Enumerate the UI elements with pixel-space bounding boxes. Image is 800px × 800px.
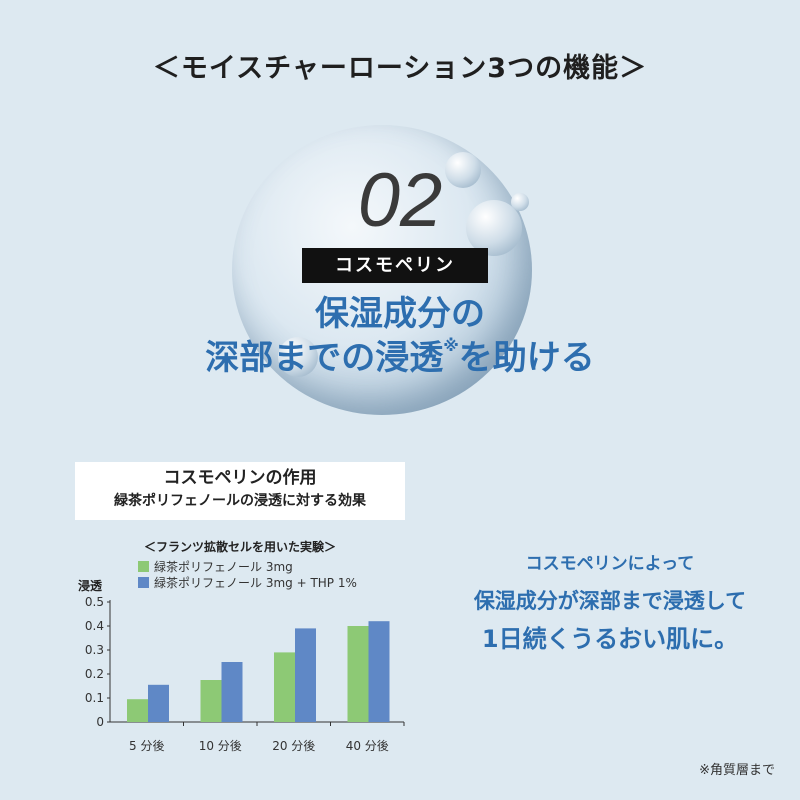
legend-swatch-green <box>138 561 149 572</box>
bar-green <box>127 699 148 722</box>
right-text-line2: 保湿成分が深部まで浸透して <box>473 589 747 613</box>
bar-blue <box>368 621 390 722</box>
legend-item: 緑茶ポリフェノール 3mg <box>138 560 293 574</box>
small-bubble <box>511 193 529 211</box>
y-tick-label: 0.3 <box>85 643 104 657</box>
info-box: コスモペリンの作用 緑茶ポリフェノールの浸透に対する効果 <box>75 462 405 520</box>
small-bubble <box>445 152 481 188</box>
bar-blue <box>148 684 169 722</box>
legend-item: 緑茶ポリフェノール 3mg + THP 1% <box>138 576 357 590</box>
y-axis-label: 浸透 <box>78 579 103 593</box>
bar-green <box>274 652 295 722</box>
y-tick-label: 0.2 <box>85 667 104 681</box>
small-bubble <box>466 200 522 256</box>
y-tick-label: 0.4 <box>85 619 104 633</box>
legend-swatch-blue <box>138 577 149 588</box>
bar-green <box>200 680 222 722</box>
footnote: ※角質層まで <box>699 763 775 778</box>
right-text-line1: コスモペリンによって <box>525 554 695 574</box>
x-tick-label: 40 分後 <box>346 739 389 753</box>
footnote-mark: ※ <box>443 336 459 355</box>
x-tick-label: 10 分後 <box>199 739 242 753</box>
x-tick-label: 5 分後 <box>129 739 164 753</box>
right-text-line3: 1日続くうるおい肌に。 <box>481 625 739 653</box>
bar-green <box>347 626 369 722</box>
y-tick-label: 0.1 <box>85 691 104 705</box>
bar-blue <box>221 662 243 722</box>
headline-line2: 深部までの浸透※を助ける <box>0 336 800 379</box>
y-tick-label: 0 <box>96 715 104 729</box>
x-tick-label: 20 分後 <box>272 739 315 753</box>
legend-label: 緑茶ポリフェノール 3mg + THP 1% <box>154 576 357 590</box>
bar-chart: 0 0.1 0.2 0.3 0.4 0.5 5 分後 10 分後 20 分後 40 分後 <box>85 595 405 753</box>
headline-line1: 保湿成分の <box>315 294 485 334</box>
headline-text-end: を助ける <box>458 338 595 378</box>
bar-blue <box>295 628 316 722</box>
chart-title: ＜フランツ拡散セルを用いた実験＞ <box>143 540 336 554</box>
headline-text: 深部までの浸透 <box>205 338 444 378</box>
small-bubble <box>278 337 318 377</box>
legend-label: 緑茶ポリフェノール 3mg <box>154 560 293 574</box>
y-tick-label: 0.5 <box>85 595 104 609</box>
feature-number: 02 <box>357 158 443 243</box>
page-title: ＜モイスチャーローション3つの機能＞ <box>152 53 648 84</box>
ingredient-tag: コスモペリン <box>302 248 488 283</box>
info-subtitle: 緑茶ポリフェノールの浸透に対する効果 <box>114 493 366 509</box>
info-title: コスモペリンの作用 <box>163 468 317 488</box>
